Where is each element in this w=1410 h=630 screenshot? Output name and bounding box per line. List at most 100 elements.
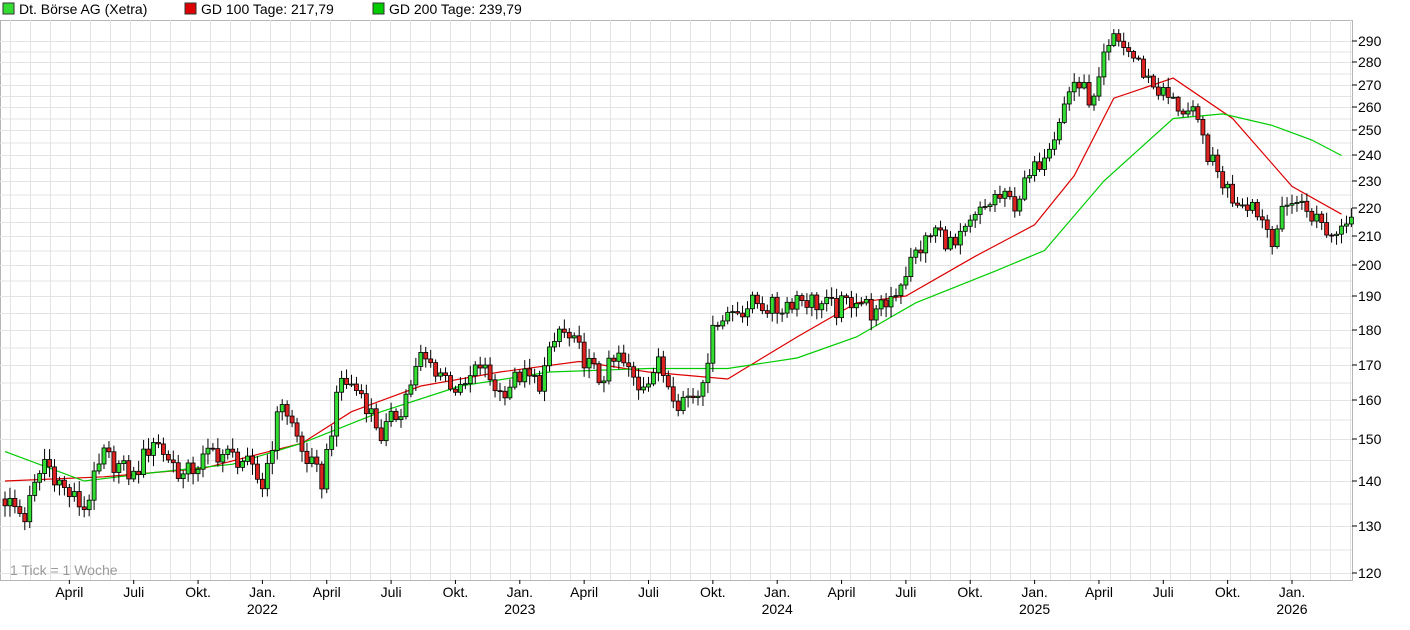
candle [928,233,934,243]
candle [1096,67,1102,101]
y-tick-label: 170 [1358,357,1382,373]
candle [66,483,72,508]
candle [695,390,701,406]
candle [656,348,661,382]
legend: Dt. Börse AG (Xetra) GD 100 Tage: 217,79… [2,1,522,17]
candle [1071,73,1077,102]
candle [250,448,255,475]
candle [844,293,849,305]
x-tick-label: April [828,584,856,600]
y-tick-label: 180 [1358,322,1382,338]
candle [1081,74,1087,90]
candle [938,220,943,238]
candle [576,325,582,349]
plot-area [0,20,1353,581]
candle [962,223,968,237]
candle [824,289,830,312]
candle [730,305,736,322]
candle [660,350,666,383]
candle [443,367,448,382]
legend-swatch-stock [2,2,15,15]
candle [987,202,993,212]
candle [344,369,349,389]
candle [1304,193,1310,218]
candle [1047,143,1052,162]
candle [1002,187,1008,207]
x-tick-label: Juli [123,584,144,600]
candle [804,293,810,315]
candle [299,431,305,462]
candle [81,496,87,518]
candle [705,353,711,394]
candles [2,29,1354,531]
candle [393,408,399,422]
candle [1259,209,1265,229]
candle [383,413,389,447]
candle [1185,102,1191,118]
candle [1309,208,1315,226]
y-tick-label: 200 [1358,257,1382,273]
candle [522,360,528,388]
candle [101,444,107,469]
candle [349,374,354,387]
candle [1037,152,1042,172]
candle [1195,103,1201,123]
candle [1155,77,1161,100]
candle [1210,146,1216,166]
candle [1126,42,1132,58]
y-tick-label: 240 [1358,147,1382,163]
candle [304,442,310,473]
candle [779,308,785,322]
y-tick-label: 150 [1358,431,1382,447]
grid [0,20,1352,580]
candle [1230,174,1235,207]
candle [111,445,117,482]
candle [235,448,241,475]
y-tick-label: 160 [1358,392,1382,408]
candle [175,454,181,482]
candle [284,400,290,425]
candle [27,485,33,529]
y-tick-label: 140 [1358,473,1382,489]
candle [398,408,404,428]
candle [1205,132,1211,166]
candle [289,409,295,428]
candle [1344,215,1349,234]
candle [621,344,627,367]
candle [700,379,706,406]
x-tick-label: Juli [381,584,402,600]
candle [903,266,909,290]
candle [1329,233,1334,243]
candle [279,399,285,421]
candle [309,447,315,468]
candle [863,295,869,306]
candle [794,290,800,317]
candle [908,247,914,282]
candle [972,211,978,228]
candle [923,232,929,263]
candle [1146,68,1151,83]
candle [953,233,958,249]
candle [601,375,607,393]
candle [230,438,236,458]
candle [126,455,132,486]
candle [507,379,513,400]
x-tick-label: Okt. [957,584,983,600]
tick-note: 1 Tick = 1 Woche [10,562,118,578]
candle [789,298,795,314]
candle [611,354,617,368]
candle [982,199,988,210]
candle [1289,194,1295,214]
candle [933,225,938,243]
candle [948,231,953,251]
candle [992,189,998,213]
candle [685,387,691,408]
candle [136,460,142,484]
legend-label-gd200: GD 200 Tage: 239,79 [389,1,522,17]
candle [834,288,839,326]
candle [552,332,557,352]
candle [814,292,820,320]
candle [898,283,904,305]
candle [596,361,602,386]
candle [165,450,171,463]
